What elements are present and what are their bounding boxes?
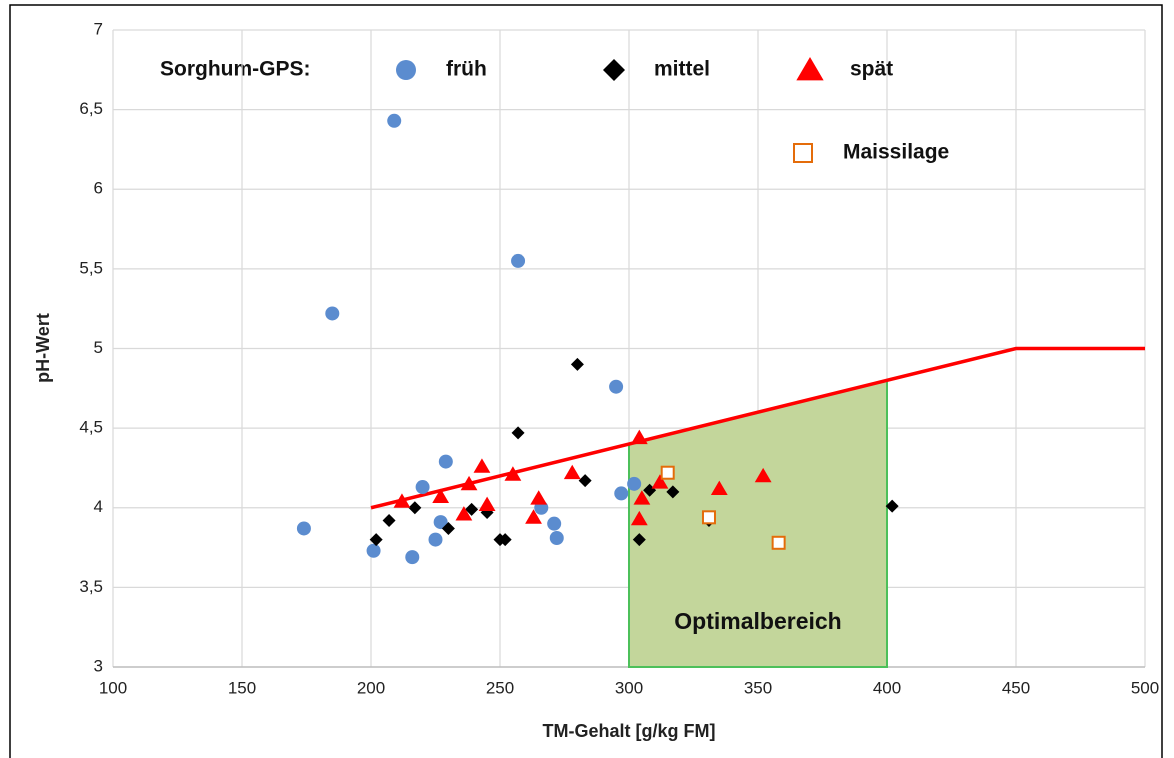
frame	[9, 4, 1163, 758]
point	[710, 480, 728, 496]
y-tick-label: 6,5	[79, 99, 103, 118]
point	[296, 521, 311, 536]
point	[325, 306, 340, 321]
point	[525, 509, 542, 524]
point	[405, 550, 420, 565]
point	[432, 488, 450, 504]
point	[660, 465, 675, 480]
x-tick-label: 400	[873, 678, 901, 697]
x-tick-label: 300	[615, 678, 643, 697]
legend-marker	[603, 59, 625, 81]
point	[632, 533, 646, 547]
y-tick-label: 4	[94, 497, 103, 516]
point	[570, 357, 584, 371]
x-tick-label: 500	[1131, 678, 1159, 697]
legend-label: spät	[850, 58, 893, 81]
point	[614, 486, 629, 501]
point	[666, 485, 680, 499]
x-tick-label: 150	[228, 678, 256, 697]
point	[511, 426, 525, 440]
point	[473, 458, 491, 473]
y-tick-label: 3,5	[79, 577, 103, 596]
y-tick-label: 6	[94, 179, 103, 198]
y-tick-label: 3	[94, 656, 103, 675]
point	[408, 501, 422, 515]
point	[578, 474, 592, 488]
point	[651, 474, 669, 489]
x-tick-label: 450	[1002, 678, 1030, 697]
y-tick-label: 5	[94, 338, 103, 357]
point	[438, 454, 453, 469]
point	[415, 480, 430, 495]
point	[369, 533, 383, 547]
legend-title: Sorghum-GPS:	[160, 58, 311, 81]
point	[701, 510, 716, 525]
point	[382, 513, 396, 527]
legend-marker	[796, 57, 824, 81]
legend-label: Maissilage	[843, 141, 949, 164]
legend-label: früh	[446, 58, 487, 81]
x-tick-label: 200	[357, 678, 385, 697]
point	[465, 502, 479, 516]
point	[547, 516, 562, 531]
point	[480, 506, 494, 520]
point	[433, 515, 448, 530]
x-tick-label: 350	[744, 678, 772, 697]
point	[563, 464, 581, 480]
point	[771, 535, 786, 550]
legend-label: mittel	[654, 58, 710, 81]
point	[455, 506, 473, 521]
y-tick-label: 5,5	[79, 258, 103, 277]
point	[441, 521, 455, 535]
point	[754, 467, 772, 483]
point	[630, 510, 648, 526]
region-label: Optimalbereich	[674, 608, 841, 634]
threshold-line	[370, 346, 1145, 510]
point	[530, 490, 548, 505]
y-tick-label: 7	[94, 19, 103, 38]
point	[549, 531, 564, 546]
point	[627, 476, 642, 491]
point	[633, 490, 651, 505]
y-tick-label: 4,5	[79, 418, 103, 437]
point	[428, 532, 443, 547]
point	[387, 113, 402, 128]
point	[478, 496, 496, 511]
legend-marker	[793, 143, 813, 163]
point	[366, 543, 381, 558]
x-tick-label: 250	[486, 678, 514, 697]
x-tick-label: 100	[99, 678, 127, 697]
point	[609, 379, 624, 394]
x-axis-label: TM-Gehalt [g/kg FM]	[543, 721, 716, 741]
point	[460, 475, 478, 491]
point	[630, 429, 648, 445]
point	[504, 466, 522, 481]
point	[511, 253, 526, 268]
legend-marker	[396, 60, 416, 80]
y-axis-label: pH-Wert	[33, 313, 53, 383]
point	[885, 499, 899, 513]
point	[393, 493, 411, 508]
point	[498, 533, 512, 547]
